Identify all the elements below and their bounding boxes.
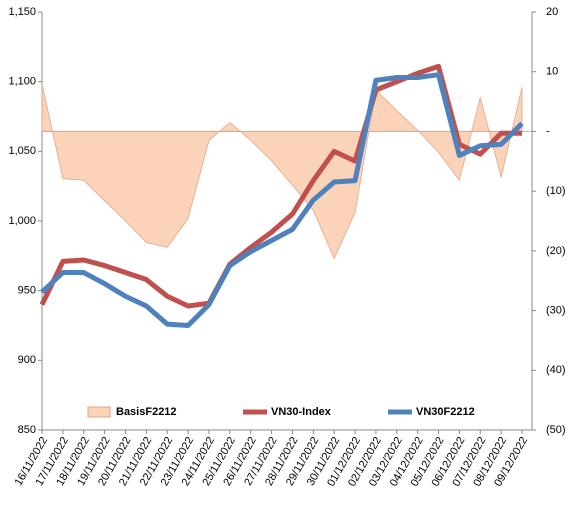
y2-tick-label: -	[546, 125, 550, 137]
line	[40, 72, 524, 328]
y-tick-label: 1,100	[8, 76, 36, 88]
legend-label: BasisF2212	[116, 406, 177, 418]
y2-tick-label: (30)	[546, 304, 566, 316]
legend-label: VN30-Index	[271, 406, 332, 418]
legend-swatch	[87, 406, 111, 418]
legend-label: VN30F2212	[416, 406, 475, 418]
y2-tick-label: (40)	[546, 364, 566, 376]
y2-tick-label: (50)	[546, 424, 566, 436]
y2-tick-label: 20	[546, 6, 558, 18]
y-tick-label: 950	[18, 285, 36, 297]
y-tick-label: 850	[18, 424, 36, 436]
area	[41, 83, 523, 260]
y2-tick-label: 10	[546, 66, 558, 78]
legend: BasisF2212 VN30-Index VN30F2212	[87, 406, 475, 418]
y2-tick-label: (10)	[546, 185, 566, 197]
y-tick-label: 1,000	[8, 215, 36, 227]
y-tick-label: 1,150	[8, 6, 36, 18]
y-tick-label: 1,050	[8, 145, 36, 157]
y-tick-label: 900	[18, 354, 36, 366]
y2-tick-label: (20)	[546, 245, 566, 257]
